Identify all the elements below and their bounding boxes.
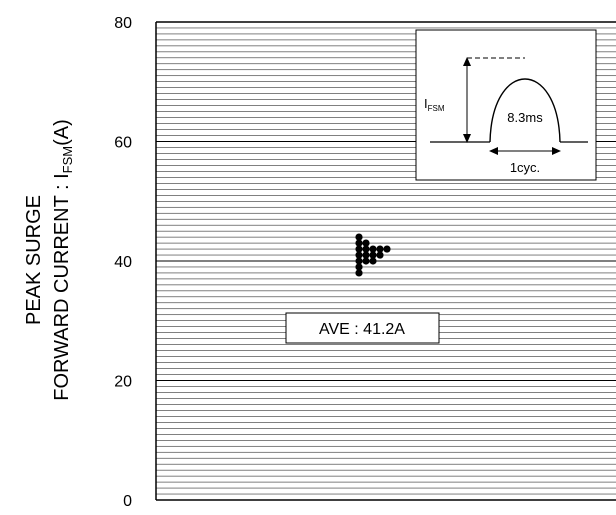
data-point bbox=[362, 239, 370, 247]
inset-half-sine bbox=[489, 78, 561, 143]
inset-ifsm-label: IFSM bbox=[424, 96, 445, 113]
data-point bbox=[355, 263, 363, 271]
average-annotation-text: AVE : 41.2A bbox=[319, 321, 405, 338]
data-point bbox=[355, 233, 363, 241]
y-tick-labels: 0 20 40 60 80 bbox=[114, 15, 132, 510]
data-point bbox=[355, 239, 363, 247]
data-points bbox=[355, 233, 391, 277]
y-tick-label: 40 bbox=[114, 254, 132, 271]
inset-waveform: IFSM 8.3ms 1cyc. bbox=[415, 29, 597, 181]
inset-ifsm-subscript: FSM bbox=[428, 104, 445, 113]
data-point bbox=[355, 245, 363, 253]
y-axis-label-main: FORWARD CURRENT : I bbox=[51, 173, 73, 400]
inset-cycle-arrowhead-left bbox=[489, 147, 498, 155]
data-point bbox=[369, 245, 377, 253]
inset-cycle-arrowhead-right bbox=[552, 147, 561, 155]
y-axis-label-line2: FORWARD CURRENT : IFSM(A) bbox=[51, 119, 75, 401]
data-point bbox=[376, 245, 384, 253]
data-point bbox=[355, 269, 363, 277]
inset-cycle-label: 1cyc. bbox=[510, 160, 540, 175]
inset-ifsm-arrowhead-down bbox=[463, 134, 471, 143]
gridlines bbox=[156, 27, 616, 495]
inset-ifsm-arrowhead-up bbox=[463, 57, 471, 66]
y-tick-label: 20 bbox=[114, 374, 132, 391]
y-axis-label-line1: PEAK SURGE bbox=[23, 195, 45, 325]
data-point bbox=[362, 257, 370, 265]
y-tick-label: 80 bbox=[114, 15, 132, 32]
y-tick-label: 60 bbox=[114, 135, 132, 152]
data-point bbox=[355, 257, 363, 265]
inset-ifsm-main: I bbox=[424, 96, 428, 111]
y-axis-label-subscript: FSM bbox=[60, 146, 75, 173]
y-axis-label-unit: (A) bbox=[51, 119, 73, 146]
inset-box bbox=[415, 29, 597, 181]
y-tick-label: 0 bbox=[123, 493, 132, 510]
data-point bbox=[355, 251, 363, 259]
data-point bbox=[369, 257, 377, 265]
average-annotation-box bbox=[285, 312, 440, 344]
data-point bbox=[376, 251, 384, 259]
data-point bbox=[362, 245, 370, 253]
inset-pulse-label: 8.3ms bbox=[507, 110, 543, 125]
average-annotation: AVE : 41.2A bbox=[285, 312, 440, 344]
y-axis-label: PEAK SURGE FORWARD CURRENT : IFSM(A) bbox=[23, 119, 75, 401]
data-point bbox=[369, 251, 377, 259]
data-point bbox=[362, 251, 370, 259]
data-point bbox=[383, 245, 391, 253]
